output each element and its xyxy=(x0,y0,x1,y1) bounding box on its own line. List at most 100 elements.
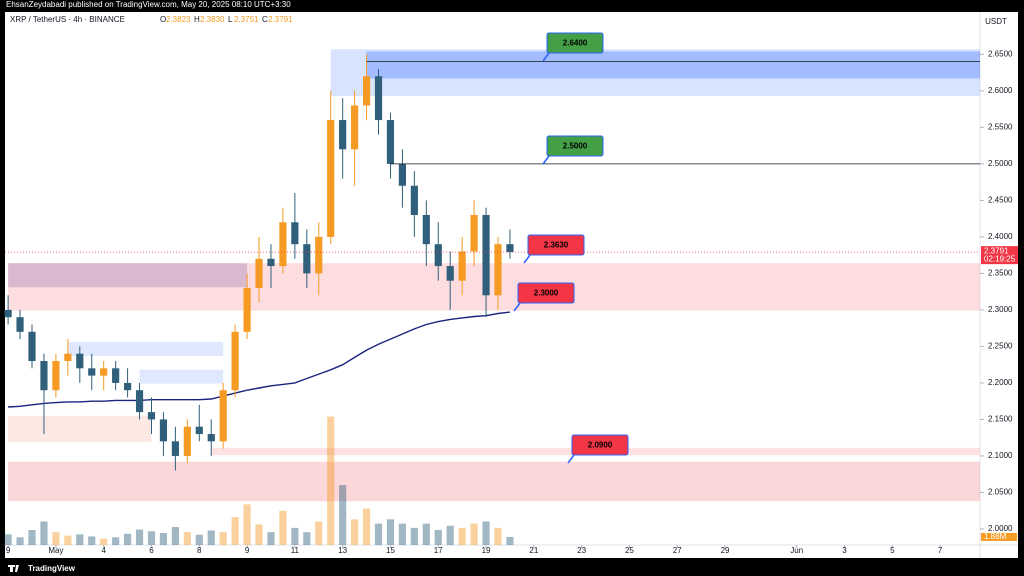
last-price-box xyxy=(981,246,1018,265)
candle-body xyxy=(159,419,168,442)
volume-bar xyxy=(398,523,406,545)
candle-body xyxy=(76,353,84,369)
volume-bar xyxy=(52,532,60,545)
callout-label: 2.5000 xyxy=(563,142,588,151)
y-tick-label: 2.2000 xyxy=(988,378,1013,387)
volume-bar xyxy=(40,521,48,545)
axes: 2.0000 2.0500 2.1000 2.1500 2.2000 2.2500 2.30… xyxy=(6,49,1013,555)
x-tick-label: 27 xyxy=(673,546,682,555)
symbol: XRP / TetherUS · 4h · BINANCE xyxy=(10,15,125,24)
candle-body xyxy=(422,214,430,245)
x-tick-label: 21 xyxy=(529,546,538,555)
volume: 1.88M xyxy=(4,416,1017,545)
candle-body xyxy=(315,236,323,274)
legend-key: L xyxy=(228,15,233,24)
volume-bar xyxy=(88,536,96,545)
last-price-label: 2.3791 xyxy=(984,246,1009,255)
candle-body xyxy=(4,309,12,318)
ohlc-legend: O 2.3823 H 2.3830 L 2.3751 C 2.3791 xyxy=(160,15,293,24)
volume-bar xyxy=(207,530,215,545)
x-tick-label: 13 xyxy=(338,546,347,555)
volume-bar xyxy=(267,532,275,545)
zone xyxy=(366,51,980,79)
candle-body xyxy=(446,266,454,281)
zone xyxy=(330,49,980,96)
volume-bar xyxy=(434,530,442,545)
zone xyxy=(67,342,224,356)
y-tick-label: 2.6500 xyxy=(988,49,1013,58)
callout-box xyxy=(571,434,629,456)
volume-bar xyxy=(76,534,84,545)
y-tick-label: 2.3000 xyxy=(988,305,1013,314)
volume-bar xyxy=(339,485,347,545)
candle-body xyxy=(195,426,203,435)
candle-body xyxy=(207,434,215,442)
volume-bar xyxy=(28,530,36,545)
legend-key: H xyxy=(194,15,200,24)
y-tick-label: 2.1000 xyxy=(988,451,1013,460)
x-tick-label: 29 xyxy=(721,546,730,555)
currency: USDT xyxy=(985,17,1007,26)
candle-body xyxy=(124,382,132,391)
volume-bar xyxy=(64,535,72,545)
legend-value: 2.3751 xyxy=(234,15,259,24)
candle-body xyxy=(410,185,418,215)
candle-body xyxy=(362,76,371,106)
x-tick-label: 4 xyxy=(101,546,106,555)
volume-bar xyxy=(291,527,299,545)
volume-bar xyxy=(446,525,454,545)
volume-bar xyxy=(470,523,478,545)
candle-body xyxy=(16,317,24,332)
volume-bar xyxy=(315,521,323,545)
callout-box xyxy=(546,135,604,157)
candle-body xyxy=(339,120,347,150)
candle-body xyxy=(386,120,395,164)
x-tick-label: 9 xyxy=(245,546,250,555)
volume-bar xyxy=(303,532,311,545)
brand-logo xyxy=(8,565,19,572)
y-tick-label: 2.0500 xyxy=(988,488,1013,497)
volume-bar xyxy=(135,529,144,545)
zone xyxy=(8,263,980,311)
candle-body xyxy=(267,258,275,267)
candle-body xyxy=(494,244,502,296)
callout-pointer xyxy=(542,155,550,165)
volume-bar xyxy=(327,416,335,545)
publisher-line: EhsanZeydabadi published on TradingView.… xyxy=(6,0,291,9)
volume-bar xyxy=(195,534,203,545)
y-tick-label: 2.1500 xyxy=(988,415,1013,424)
candle-body xyxy=(303,244,311,274)
x-tick-label: 5 xyxy=(890,546,895,555)
candle-body xyxy=(183,426,191,456)
volume-bar xyxy=(243,504,251,545)
candle-body xyxy=(243,287,251,332)
x-tick-label: 8 xyxy=(197,546,202,555)
volume-bar xyxy=(171,527,179,545)
x-tick-label: 19 xyxy=(482,546,491,555)
callout-box xyxy=(517,282,575,304)
chart-panel xyxy=(5,12,1018,558)
zone xyxy=(8,415,152,443)
volume-bar xyxy=(506,536,514,545)
candle-body xyxy=(327,120,335,237)
candle-body xyxy=(231,331,239,391)
candle-body xyxy=(64,353,72,362)
callout-label: 2.3630 xyxy=(544,241,569,250)
candle-body xyxy=(279,222,287,267)
y-tick-label: 2.6000 xyxy=(988,86,1013,95)
volume-label: 1.88M xyxy=(984,532,1007,541)
legend-value: 2.3830 xyxy=(200,15,225,24)
callout-pointer xyxy=(513,302,521,312)
candle-body xyxy=(147,412,156,420)
candle-body xyxy=(458,251,466,281)
volume-bar xyxy=(458,527,466,545)
x-tick-label: 7 xyxy=(938,546,943,555)
candle-body xyxy=(112,368,120,383)
volume-bar xyxy=(279,510,287,545)
x-tick-label: 3 xyxy=(842,546,847,555)
callout-pointer xyxy=(567,454,575,464)
x-tick-label: 25 xyxy=(625,546,634,555)
candle-body xyxy=(171,441,179,456)
candle-body xyxy=(434,244,442,267)
